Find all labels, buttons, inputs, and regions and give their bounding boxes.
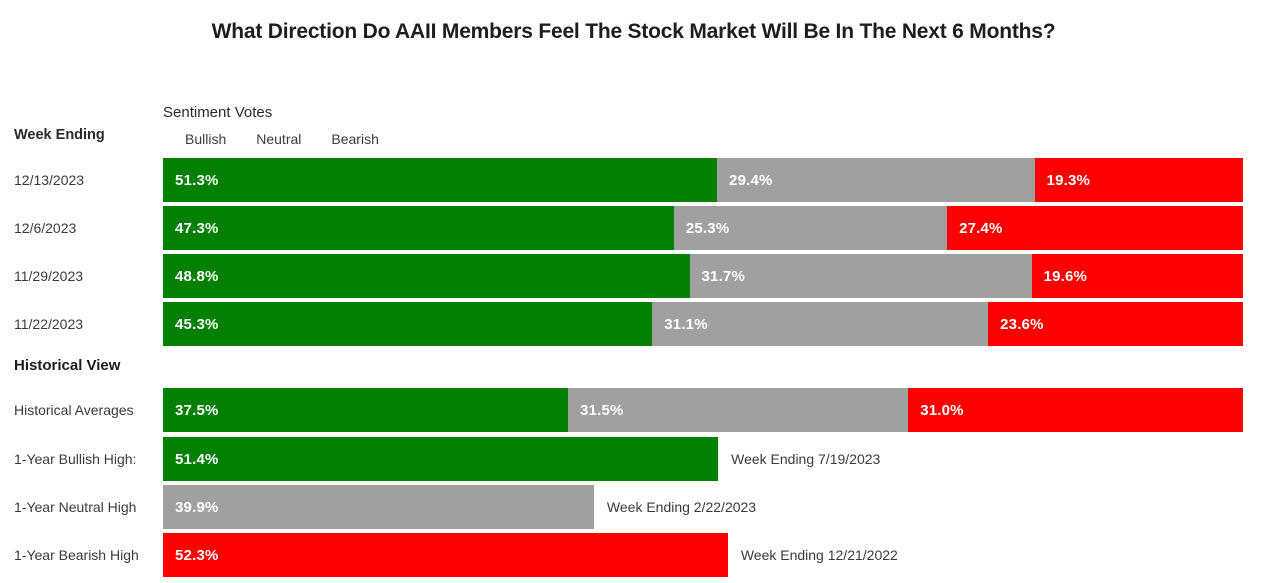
neutral-high-label: 1-Year Neutral High <box>14 499 137 515</box>
legend-label-neutral: Neutral <box>256 130 302 147</box>
legend-items: Bullish Neutral Bearish <box>163 130 387 147</box>
segment-value: 48.8% <box>175 267 219 285</box>
chart-title: What Direction Do AAII Members Feel The … <box>211 20 1056 43</box>
segment-value: 39.9% <box>175 498 219 516</box>
bar-annotation: Week Ending 7/19/2023 <box>731 451 881 467</box>
neutral-segment: 25.3% <box>673 206 948 250</box>
segment-value: 31.0% <box>920 401 964 419</box>
historical-averages-label: Historical Averages <box>14 402 134 418</box>
stacked-bar-row: 48.8% 31.7% 19.6% <box>163 254 1243 298</box>
neutral-segment: 31.5% <box>568 388 909 432</box>
bearish-segment: 31.0% <box>908 388 1243 432</box>
week-label: 11/22/2023 <box>14 316 84 332</box>
segment-value: 31.5% <box>580 401 624 419</box>
bearish-segment: 19.6% <box>1031 254 1243 298</box>
bearish-segment: 27.4% <box>947 206 1243 250</box>
bar-annotation: Week Ending 2/22/2023 <box>606 499 757 515</box>
neutral-swatch-icon <box>234 130 251 147</box>
segment-value: 47.3% <box>175 219 219 237</box>
bullish-segment: 47.3% <box>163 206 674 250</box>
bearish-swatch-icon <box>309 130 326 147</box>
segment-value: 31.1% <box>664 315 708 333</box>
segment-value: 25.3% <box>685 219 730 237</box>
segment-value: 52.3% <box>175 546 219 564</box>
bearish-high-label: 1-Year Bearish High <box>14 547 139 563</box>
single-bar-row: 39.9% Week Ending 2/22/2023 <box>163 485 1243 529</box>
segment-value: 19.3% <box>1046 171 1091 189</box>
bullish-segment: 51.4% <box>163 437 719 481</box>
neutral-segment: 31.1% <box>652 302 989 346</box>
bullish-high-label: 1-Year Bullish High: <box>14 451 137 467</box>
week-label: 12/6/2023 <box>14 220 77 236</box>
week-label: 11/29/2023 <box>14 268 84 284</box>
bearish-segment: 23.6% <box>988 302 1243 346</box>
segment-value: 51.3% <box>175 171 219 189</box>
legend-label-bearish: Bearish <box>331 130 379 147</box>
segment-value: 19.6% <box>1043 267 1088 285</box>
segment-value: 23.6% <box>1000 315 1044 333</box>
segment-value: 27.4% <box>959 219 1003 237</box>
week-label: 12/13/2023 <box>14 172 85 188</box>
bearish-segment: 52.3% <box>163 533 728 577</box>
segment-value: 31.7% <box>701 267 746 285</box>
bullish-segment: 48.8% <box>163 254 690 298</box>
stacked-bar-row: 51.3% 29.4% 19.3% <box>163 158 1243 202</box>
bullish-segment: 45.3% <box>163 302 653 346</box>
stacked-bar-row: 37.5% 31.5% 31.0% <box>163 388 1243 432</box>
bullish-swatch-icon <box>163 130 180 147</box>
neutral-segment: 39.9% <box>163 485 594 529</box>
segment-value: 29.4% <box>729 171 773 189</box>
single-bar-row: 51.4% Week Ending 7/19/2023 <box>163 437 1243 481</box>
bearish-segment: 19.3% <box>1034 158 1243 202</box>
segment-value: 51.4% <box>175 450 219 468</box>
bar-annotation: Week Ending 12/21/2022 <box>740 547 898 563</box>
stacked-bar-row: 45.3% 31.1% 23.6% <box>163 302 1243 346</box>
week-ending-column-header: Week Ending <box>14 127 105 143</box>
neutral-segment: 31.7% <box>689 254 1032 298</box>
legend-title: Sentiment Votes <box>163 104 273 121</box>
bullish-segment: 37.5% <box>163 388 568 432</box>
bullish-segment: 51.3% <box>163 158 718 202</box>
segment-value: 45.3% <box>175 315 219 333</box>
single-bar-row: 52.3% Week Ending 12/21/2022 <box>163 533 1243 577</box>
legend-label-bullish: Bullish <box>185 130 227 147</box>
legend: Sentiment Votes Bullish Neutral Bearish <box>163 104 387 147</box>
neutral-segment: 29.4% <box>717 158 1035 202</box>
historical-view-header: Historical View <box>14 357 121 374</box>
segment-value: 37.5% <box>175 401 219 419</box>
stacked-bar-row: 47.3% 25.3% 27.4% <box>163 206 1243 250</box>
